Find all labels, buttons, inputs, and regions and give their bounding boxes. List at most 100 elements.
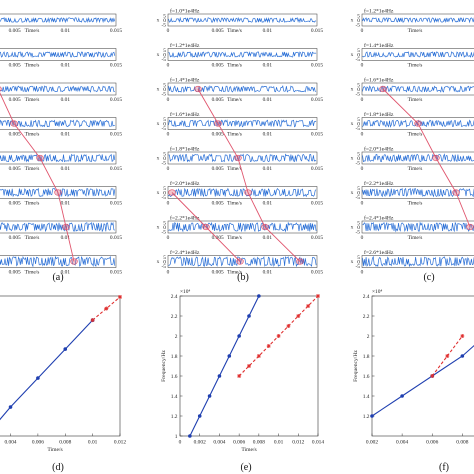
x-axis-label: Time/s: [25, 28, 40, 34]
panel-label-b: (b): [237, 272, 249, 283]
y-tick-label: 1.8: [363, 354, 370, 360]
track-marker: [70, 258, 78, 265]
x-tick-label: 0.005: [9, 270, 21, 276]
waveform-signal: [362, 187, 474, 198]
x-tick-label: 0.01: [61, 28, 71, 34]
data-point: [227, 354, 232, 358]
x-tick-label: 0.008: [253, 440, 265, 446]
x-tick-label: 0.01: [263, 132, 273, 138]
x-axis-label: Time/s: [25, 201, 40, 207]
y-axis-label: x: [157, 156, 160, 162]
x-tick-label: 0.005: [212, 166, 224, 172]
y-tick-label: 0: [163, 52, 166, 58]
waveform-signal: [362, 221, 474, 233]
x-axis-label: Time/s: [227, 63, 242, 69]
y-tick-label: -5: [162, 229, 167, 235]
track-marker: [414, 120, 422, 127]
x-tick-label: 0: [361, 235, 364, 241]
y-tick-label: 5: [357, 186, 360, 192]
y-axis-label: x: [351, 121, 354, 127]
panel-e: 0 0.002 0.004 0.006 0.008 0.01 0.012 0.014 1 1.2 1…: [161, 289, 324, 453]
y-axis-label: Frequency/Hz: [353, 350, 359, 382]
x-tick-label: 0.01: [61, 97, 71, 103]
waveform-axes: [361, 151, 474, 165]
y-axis-label: x: [157, 52, 160, 58]
y-tick-label: 5: [163, 220, 166, 226]
track-marker: [202, 223, 210, 231]
x-tick-label: 0: [361, 97, 364, 103]
panel-d: 0.004 0.006 0.008 0.01 0.012 Time/s: [0, 294, 126, 453]
x-tick-label: 0: [167, 28, 170, 34]
row-label: f=2.4*1e4Hz: [170, 249, 200, 256]
x-axis-label: Time/s: [408, 63, 423, 69]
waveform-axes: [167, 117, 318, 130]
plot-axes: [371, 295, 474, 437]
x-tick-label: 0: [167, 270, 170, 276]
track-line: [382, 88, 471, 228]
data-point: [286, 324, 291, 328]
y-tick-label: 1.6: [363, 374, 370, 380]
y-tick-label: 1.2: [171, 414, 178, 420]
track-marker: [432, 154, 440, 162]
data-point: [188, 434, 192, 438]
y-tick-label: 5: [357, 117, 360, 123]
x-tick-label: 0: [179, 440, 182, 446]
y-axis-label: x: [157, 18, 160, 24]
waveform-signal: [168, 51, 317, 58]
panel-label-f: (f): [439, 462, 449, 473]
x-tick-label: 0.005: [212, 28, 224, 34]
y-tick-label: -5: [162, 264, 167, 270]
x-axis-label: Time/s: [408, 97, 423, 103]
y-tick-label: 0: [163, 190, 166, 196]
track-line: [171, 192, 241, 262]
x-axis-label: Time/s: [408, 166, 423, 172]
y-axis-label: Frequency/Hz: [161, 350, 167, 382]
y-tick-label: 0: [163, 121, 166, 127]
y-axis-label: x: [157, 190, 160, 196]
row-label: f=1.8*1e4Hz: [364, 111, 394, 118]
waveform-signal: [362, 255, 474, 268]
x-tick-label: 0.015: [110, 235, 122, 241]
y-tick-label: 5: [357, 220, 360, 226]
y-tick-label: 5: [163, 255, 166, 261]
data-point: [8, 405, 13, 409]
x-tick-label: 0.015: [311, 235, 323, 241]
x-tick-label: 0.005: [212, 270, 224, 276]
panel-f: 0.002 0.004 0.006 0.008 1.2 1.4 1.6 1.8 2 2.2 2.4 F…: [353, 289, 474, 446]
data-point: [400, 394, 404, 398]
series-line: [189, 295, 260, 437]
x-tick-label: 0: [361, 166, 364, 172]
x-tick-label: 0.008: [59, 440, 71, 446]
waveform-signal: [168, 256, 317, 268]
x-tick-label: 0.004: [4, 440, 16, 446]
y-axis-label: x: [157, 225, 160, 231]
x-tick-label: 0.015: [110, 201, 122, 207]
row-label: f=1.6*1e4Hz: [170, 111, 200, 118]
y-tick-label: -5: [356, 229, 361, 235]
y-axis-label: x: [351, 259, 354, 265]
x-tick-label: 0.015: [110, 63, 122, 69]
x-axis-label: Time/s: [227, 235, 242, 241]
waveform-signal: [362, 17, 474, 24]
track-marker: [244, 189, 252, 196]
x-tick-label: 0: [167, 235, 170, 241]
track-marker: [214, 120, 222, 127]
data-point: [266, 344, 271, 348]
waveform-signal: [0, 85, 115, 93]
x-tick-label: 0.01: [274, 440, 284, 446]
x-tick-label: 0.015: [311, 63, 323, 69]
track-marker: [194, 85, 202, 93]
y-tick-label: 0: [163, 87, 166, 93]
plot-axes: [0, 295, 121, 437]
x-tick-label: 0.005: [9, 201, 21, 207]
x-axis-label: Time/s: [227, 132, 242, 138]
track-marker: [36, 154, 44, 162]
x-tick-label: 0.01: [61, 63, 71, 69]
y-axis-label: x: [351, 156, 354, 162]
x-tick-label: 0.015: [311, 201, 323, 207]
y-tick-label: -5: [162, 126, 167, 132]
x-tick-label: 0.015: [110, 28, 122, 34]
y-tick-label: -5: [356, 57, 361, 63]
